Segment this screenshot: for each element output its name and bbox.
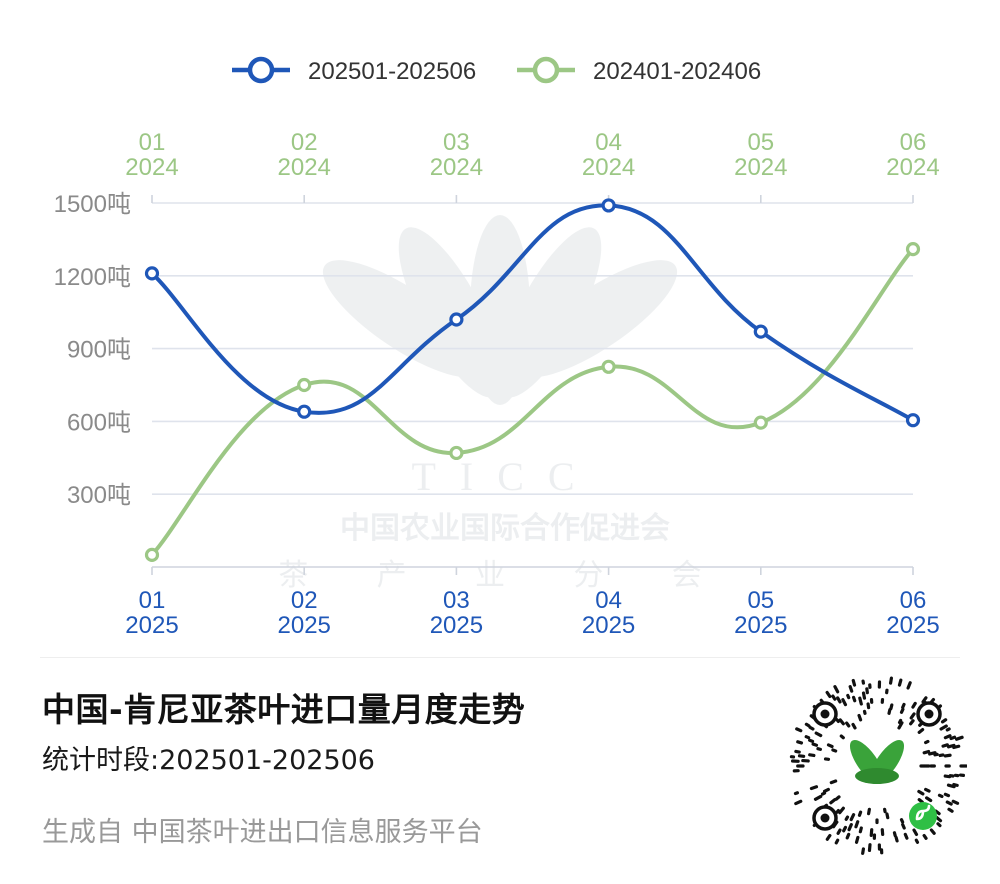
mini-program-qr-code-icon[interactable] (787, 676, 967, 856)
watermark-leaf (398, 227, 503, 398)
data-point[interactable] (144, 266, 160, 281)
data-point[interactable] (753, 415, 768, 430)
legend-item[interactable]: 202401-202406 (517, 56, 761, 85)
data-point[interactable] (905, 413, 921, 428)
watermark-branch-name: 茶 产 业 分 会 (278, 559, 731, 592)
top-axis-tick-label: 05 2024 (734, 129, 787, 181)
watermark-leaf (497, 227, 602, 398)
bottom-axis-tick-label: 02 2025 (278, 587, 331, 639)
data-point[interactable] (905, 242, 921, 257)
series-202501-202506 (144, 198, 921, 428)
footer-divider (40, 657, 960, 658)
legend-label: 202401-202406 (593, 58, 761, 85)
bottom-axis-tick-label: 01 2025 (125, 587, 178, 639)
y-tick-label: 1500吨 (54, 191, 131, 218)
data-point[interactable] (297, 377, 312, 393)
legend-marker-icon (247, 56, 275, 84)
watermark-logo-text: TICC (411, 454, 598, 499)
data-point[interactable] (753, 324, 768, 339)
data-point[interactable] (449, 312, 464, 327)
series-line (150, 203, 915, 422)
watermark-org-name: 中国农业国际合作促进会 (340, 511, 670, 545)
chart-title: 中国-肯尼亚茶叶进口量月度走势 (42, 690, 526, 729)
legend-label: 202501-202506 (308, 58, 476, 85)
data-point[interactable] (449, 445, 464, 461)
top-axis-tick-label: 02 2024 (278, 129, 331, 181)
bottom-axis-tick-label: 04 2025 (582, 587, 635, 639)
y-tick-label: 300吨 (67, 482, 131, 509)
source-note: 生成自 中国茶叶进出口信息服务平台 (42, 817, 483, 848)
top-axis-tick-label: 06 2024 (886, 129, 939, 181)
axes: 300吨 600吨 900吨 1200吨 1500吨 01 2025 02 2025 03 2025… (54, 129, 940, 639)
bottom-axis-tick-label: 03 2025 (430, 587, 483, 639)
top-axis-tick-label: 03 2024 (430, 129, 483, 181)
series-202401-202406 (144, 242, 921, 562)
data-point[interactable] (144, 547, 160, 562)
series-layer (144, 198, 921, 562)
legend[interactable]: 202501-202506 202401-202406 (232, 56, 761, 85)
statistics-period: 统计时段:202501-202506 (42, 745, 375, 776)
legend-marker-icon (532, 56, 560, 84)
y-tick-label: 900吨 (67, 337, 131, 364)
data-point[interactable] (601, 359, 616, 374)
legend-item[interactable]: 202501-202506 (232, 56, 476, 85)
top-axis-tick-label: 04 2024 (582, 129, 635, 181)
data-point[interactable] (297, 404, 312, 419)
bottom-axis-tick-label: 05 2025 (734, 587, 787, 639)
top-axis-tick-label: 01 2024 (125, 129, 178, 181)
data-point[interactable] (601, 198, 616, 213)
y-tick-label: 1200吨 (54, 264, 131, 291)
y-tick-label: 600吨 (67, 409, 131, 436)
bottom-axis-tick-label: 06 2025 (886, 587, 939, 639)
series-line (150, 247, 915, 557)
